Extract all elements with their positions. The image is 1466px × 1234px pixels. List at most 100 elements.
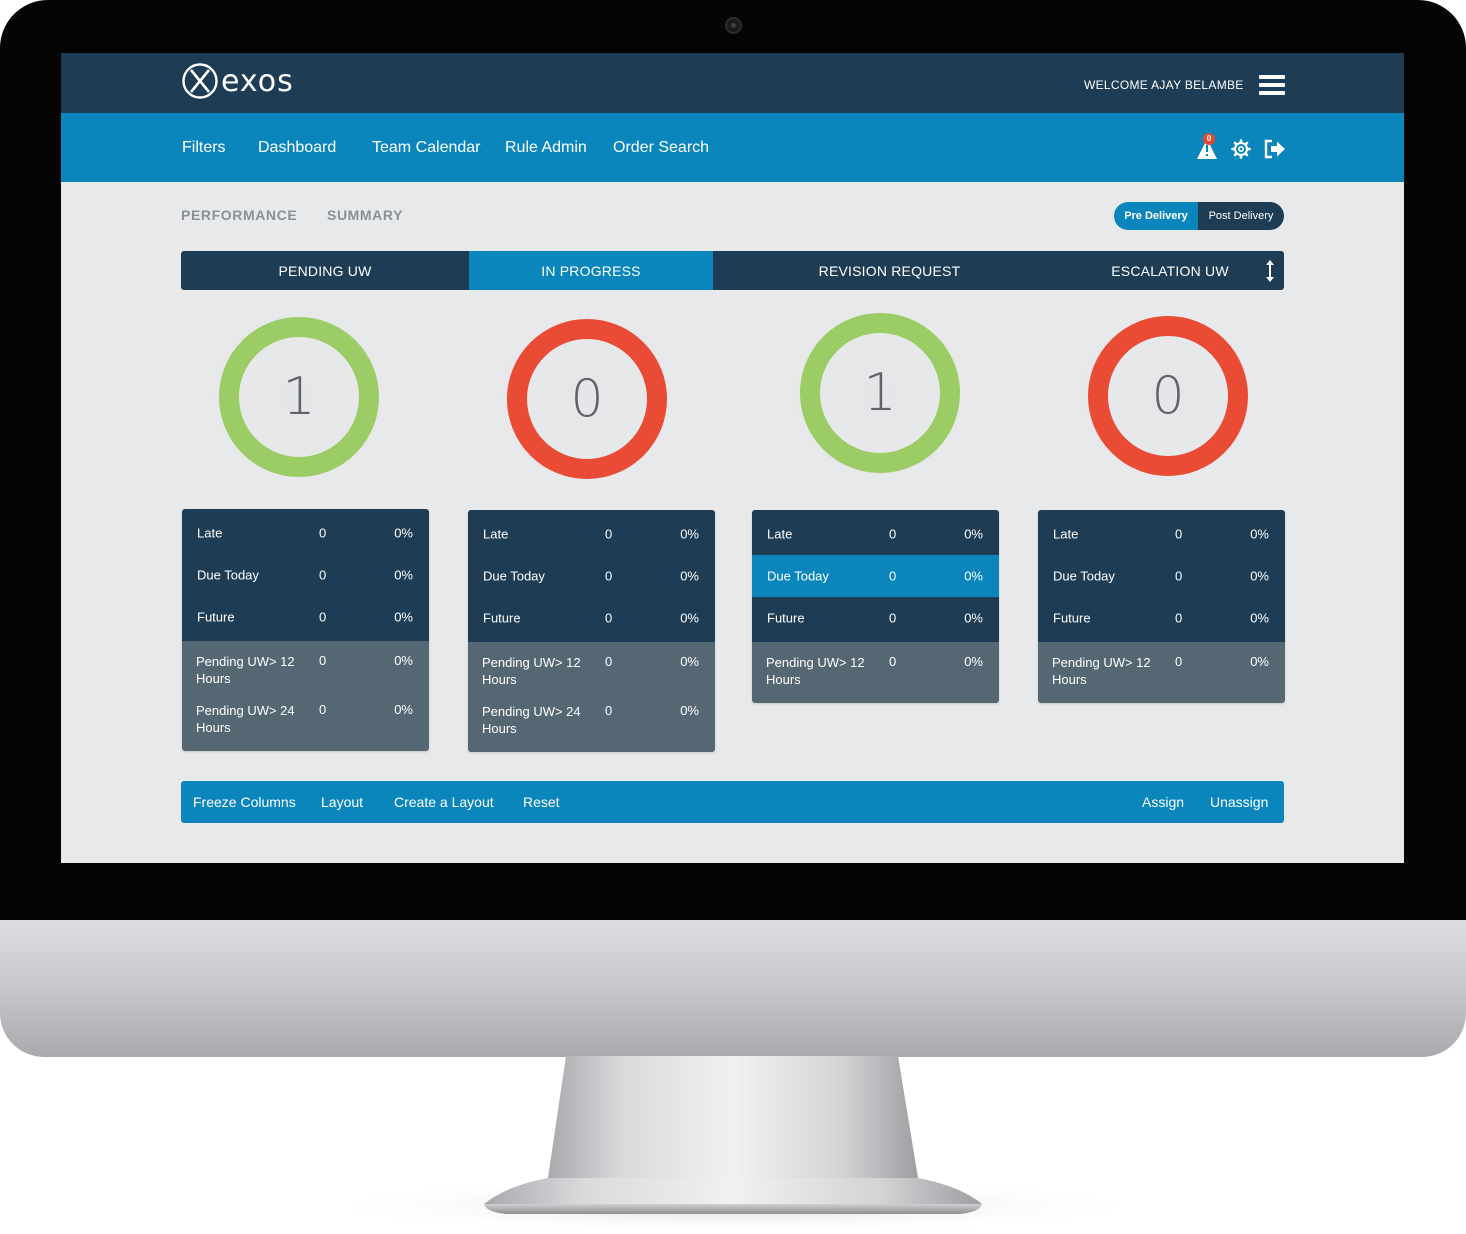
row-label: Pending UW> 12 Hours [196,654,295,686]
future-row[interactable]: Future 0 0% [468,597,715,639]
pending-12h-row[interactable]: Pending UW> 12 Hours 0 0% [1038,648,1285,697]
in-progress-count-ring[interactable]: 0 [507,319,667,479]
row-label: Future [483,610,521,626]
row-count: 0 [605,568,613,584]
row-percent: 0% [680,526,699,542]
late-row[interactable]: Late 0 0% [182,512,429,554]
row-percent: 0% [394,702,413,717]
post-delivery-option[interactable]: Post Delivery [1198,202,1284,230]
row-label: Due Today [197,567,259,583]
nav-item-dashboard[interactable]: Dashboard [258,139,337,156]
row-label: Due Today [1053,568,1115,584]
menu-icon[interactable] [1259,75,1285,95]
escalation-uw-count-ring[interactable]: 0 [1088,316,1248,476]
row-label: Future [197,609,235,625]
pending-24h-row[interactable]: Pending UW> 24 Hours 0 0% [468,697,715,746]
nav-item-filters[interactable]: Filters [182,139,226,156]
row-percent: 0% [964,526,983,542]
tab-summary[interactable]: SUMMARY [327,207,404,223]
exos-logo-icon [182,63,218,99]
freeze-columns-button[interactable]: Freeze Columns [193,794,296,810]
row-count: 0 [605,654,613,669]
row-count: 0 [605,703,613,718]
row-count: 0 [319,567,327,583]
nav-item-team-calendar[interactable]: Team Calendar [372,139,481,156]
row-label: Due Today [483,568,545,584]
row-label: Future [1053,610,1091,626]
gear-icon[interactable] [1231,139,1251,159]
due-today-row[interactable]: Due Today 0 0% [468,555,715,597]
row-count: 0 [319,609,327,625]
pending-12h-row[interactable]: Pending UW> 12 Hours 0 0% [468,648,715,697]
due-today-row[interactable]: Due Today 0 0% [1038,555,1285,597]
camera-icon [725,17,742,34]
future-row[interactable]: Future 0 0% [182,596,429,638]
row-label: Pending UW> 24 Hours [196,703,295,735]
ring-count: 0 [1151,366,1185,426]
pre-delivery-option[interactable]: Pre Delivery [1114,202,1198,230]
future-row[interactable]: Future 0 0% [1038,597,1285,639]
top-bar: exos WELCOME AJAY BELAMBE [61,53,1404,113]
row-label: Late [1053,526,1079,542]
row-count: 0 [889,654,897,669]
pending-uw-count-ring[interactable]: 1 [219,317,379,477]
row-label: Pending UW> 24 Hours [482,704,581,736]
reset-button[interactable]: Reset [523,794,560,810]
delivery-toggle: Pre Delivery Post Delivery [1114,202,1284,230]
row-count: 0 [889,526,897,542]
row-label: Due Today [767,568,829,584]
brand-logo[interactable]: exos [181,61,294,101]
row-percent: 0% [680,568,699,584]
row-percent: 0% [1250,526,1269,542]
unassign-button[interactable]: Unassign [1210,794,1269,810]
alert-bell-icon[interactable]: 0 [1195,133,1221,161]
row-count: 0 [319,525,327,541]
row-percent: 0% [394,653,413,668]
future-row[interactable]: Future 0 0% [752,597,999,639]
tab-performance[interactable]: PERFORMANCE [181,207,298,223]
tab-in-progress[interactable]: IN PROGRESS [469,251,713,290]
row-count: 0 [605,610,613,626]
row-count: 0 [1175,654,1183,669]
nav-item-order-search[interactable]: Order Search [613,139,710,156]
row-percent: 0% [1250,654,1269,669]
row-percent: 0% [394,567,413,583]
due-today-row[interactable]: Due Today 0 0% [752,555,999,597]
monitor-stand [313,1056,1153,1234]
revision-request-card: Late 0 0% Due Today 0 0% Future 0 0% Pen… [752,510,999,703]
row-percent: 0% [1250,568,1269,584]
row-label: Late [483,526,509,542]
monitor-chin [0,920,1466,1057]
row-percent: 0% [680,610,699,626]
late-row[interactable]: Late 0 0% [468,513,715,555]
row-percent: 0% [394,609,413,625]
in-progress-card: Late 0 0% Due Today 0 0% Future 0 0% Pen… [468,510,715,752]
pending-24h-row[interactable]: Pending UW> 24 Hours 0 0% [182,696,429,745]
ring-count: 1 [282,367,316,427]
assign-button[interactable]: Assign [1142,794,1185,810]
brand-name: exos [221,63,294,99]
row-count: 0 [889,610,897,626]
tab-pending-uw[interactable]: PENDING UW [278,262,372,279]
due-today-row[interactable]: Due Today 0 0% [182,554,429,596]
row-percent: 0% [680,703,699,718]
escalation-uw-card: Late 0 0% Due Today 0 0% Future 0 0% Pen… [1038,510,1285,703]
layout-button[interactable]: Layout [321,794,364,810]
tab-revision-request[interactable]: REVISION REQUEST [818,262,961,279]
resize-vertical-icon[interactable] [1263,259,1277,283]
logout-icon[interactable] [1263,138,1287,160]
pending-12h-row[interactable]: Pending UW> 12 Hours 0 0% [752,648,999,697]
row-label: Late [767,526,793,542]
revision-request-count-ring[interactable]: 1 [800,313,960,473]
row-count: 0 [319,653,327,668]
late-row[interactable]: Late 0 0% [1038,513,1285,555]
create-layout-button[interactable]: Create a Layout [394,794,494,810]
row-count: 0 [1175,568,1183,584]
main-nav: Filters Dashboard Team Calendar Rule Adm… [61,113,1404,182]
late-row[interactable]: Late 0 0% [752,513,999,555]
tab-escalation-uw[interactable]: ESCALATION UW [1111,262,1229,279]
nav-item-rule-admin[interactable]: Rule Admin [505,139,587,156]
pending-12h-row[interactable]: Pending UW> 12 Hours 0 0% [182,647,429,696]
row-label: Late [197,525,223,541]
ring-count: 1 [863,363,897,423]
